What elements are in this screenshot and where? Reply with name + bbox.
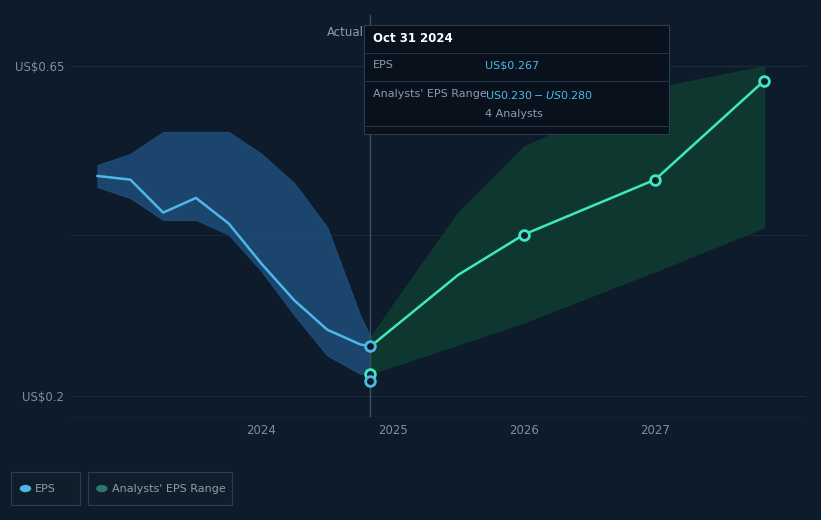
FancyBboxPatch shape [364,25,668,134]
Text: US$0.267: US$0.267 [485,60,539,71]
Text: 4 Analysts: 4 Analysts [485,109,543,119]
Text: Analysts' EPS Range: Analysts' EPS Range [112,484,226,493]
Text: EPS: EPS [374,60,394,71]
Text: Analysts Forecasts: Analysts Forecasts [377,26,487,39]
Text: Analysts' EPS Range: Analysts' EPS Range [374,88,487,99]
Text: Actual: Actual [327,26,364,39]
Text: EPS: EPS [35,484,56,493]
Text: US$0.230 - US$0.280: US$0.230 - US$0.280 [485,88,593,101]
Text: Oct 31 2024: Oct 31 2024 [374,32,453,45]
